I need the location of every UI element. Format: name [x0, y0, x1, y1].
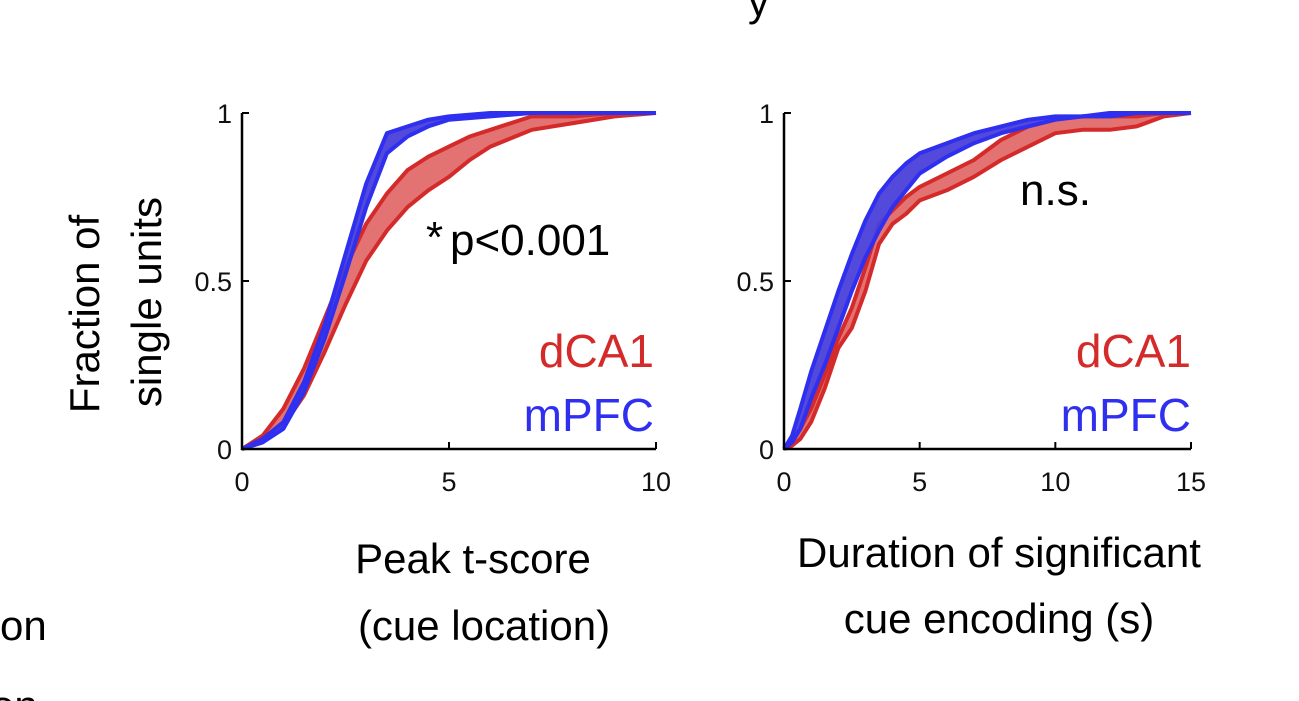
duration-y-tick-label: 0.5 — [736, 267, 774, 297]
duration-significance-text: n.s. — [1020, 166, 1091, 215]
peak-tscore-y-tick-label: 1 — [217, 99, 232, 129]
duration-dca1-lower-line — [783, 111, 1192, 451]
duration-axes: 0 5 10 15 0 0.5 1 — [736, 99, 1206, 497]
duration-x-tick-label: 15 — [1176, 467, 1206, 497]
peak-tscore-dca1-band — [242, 113, 656, 449]
peak-tscore-x-title-line2: (cue location) — [358, 602, 610, 649]
duration-y-tick-label: 0 — [759, 435, 774, 465]
duration-panel: 0 5 10 15 0 0.5 1 n.s. dCA1 mPFC Duration of s… — [736, 99, 1206, 642]
cropped-title-fragment: y — [748, 0, 769, 25]
duration-x-tick-label: 10 — [1040, 467, 1070, 497]
peak-tscore-x-title-line1: Peak t-score — [355, 535, 591, 582]
duration-mpfc-band — [784, 113, 1191, 449]
duration-y-tick-label: 1 — [759, 99, 774, 129]
duration-x-title-line1: Duration of significant — [797, 529, 1201, 576]
cropped-left-text-1: on — [0, 602, 47, 649]
peak-tscore-y-tick-label: 0.5 — [194, 267, 232, 297]
peak-tscore-significance-text: p<0.001 — [450, 216, 610, 265]
y-axis-title-line2: single units — [123, 197, 170, 407]
duration-x-tick-label: 5 — [912, 467, 927, 497]
peak-tscore-panel: 0 5 10 0 0.5 1 * p<0.001 dCA1 mPFC Peak t-sco… — [194, 99, 671, 649]
peak-tscore-x-tick-label: 10 — [641, 467, 671, 497]
peak-tscore-axes: 0 5 10 0 0.5 1 — [194, 99, 671, 497]
peak-tscore-mpfc-lower-line — [241, 111, 656, 451]
peak-tscore-bands — [240, 111, 657, 451]
duration-x-tick-label: 0 — [776, 467, 791, 497]
duration-legend-mpfc: mPFC — [1061, 389, 1191, 441]
peak-tscore-dca1-upper-line — [240, 111, 656, 451]
peak-tscore-legend-mpfc: mPFC — [524, 389, 654, 441]
peak-tscore-x-tick-label: 0 — [234, 467, 249, 497]
peak-tscore-y-tick-label: 0 — [217, 435, 232, 465]
duration-x-title-line2: cue encoding (s) — [844, 595, 1155, 642]
cropped-left-text-2: tion — [0, 682, 38, 701]
peak-tscore-legend-dca1: dCA1 — [539, 325, 654, 377]
duration-legend-dca1: dCA1 — [1076, 325, 1191, 377]
duration-dca1-band — [784, 113, 1191, 449]
peak-tscore-significance-star: * — [426, 213, 443, 262]
duration-bands — [782, 111, 1192, 451]
duration-mpfc-lower-line — [782, 111, 1191, 451]
y-axis-title-line1: Fraction of — [61, 214, 108, 413]
peak-tscore-x-tick-label: 5 — [441, 467, 456, 497]
